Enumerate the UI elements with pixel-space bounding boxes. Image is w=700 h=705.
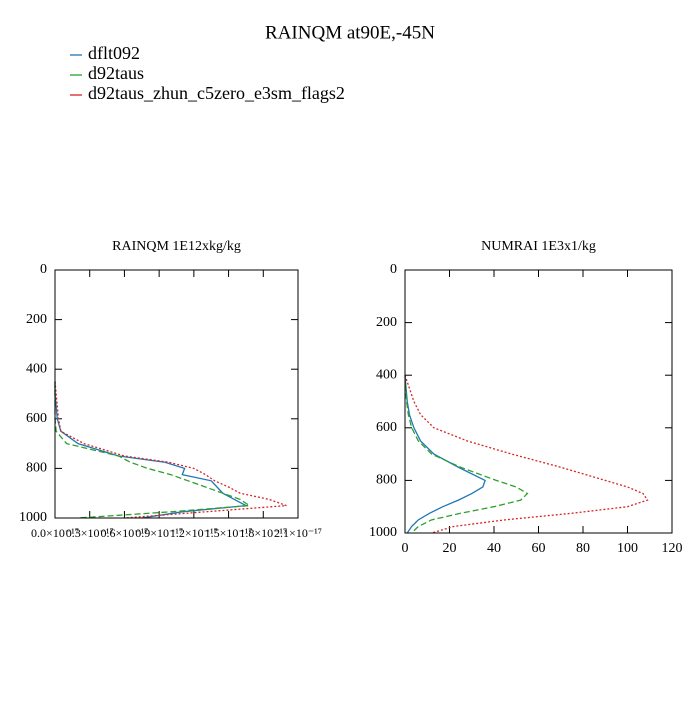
legend-label: dflt092: [88, 43, 140, 63]
y-tick-label: 800: [376, 473, 397, 488]
x-tick-label: 80: [576, 541, 590, 556]
y-tick-label: 1000: [369, 525, 397, 540]
y-tick-label: 200: [376, 315, 397, 330]
y-tick-label: 200: [26, 312, 47, 327]
y-tick-label: 400: [26, 361, 47, 376]
legend-label: d92taus: [88, 63, 144, 83]
chart-title: NUMRAI 1E3x1/kg: [481, 239, 596, 254]
profile-line: [54, 381, 249, 519]
x-tick-label: 20: [443, 541, 457, 556]
legend-label: d92taus_zhun_c5zero_e3sm_flags2: [88, 83, 345, 103]
x-tick-label: 2.1×10⁻¹⁷: [274, 526, 322, 540]
x-tick-label: 0.0×10⁻¹⁷: [31, 526, 79, 540]
x-tick-label: 1.8×10⁻¹⁷: [239, 526, 287, 540]
profile-line: [54, 381, 252, 519]
x-tick-label: 0.3×10⁻¹⁷: [66, 526, 114, 540]
x-tick-label: 120: [662, 541, 683, 556]
x-tick-label: 40: [487, 541, 501, 556]
y-tick-label: 800: [26, 461, 47, 476]
plot-frame: [54, 269, 299, 519]
y-tick-label: 0: [40, 262, 47, 277]
y-tick-label: 600: [376, 420, 397, 435]
plot-frame: [404, 269, 673, 534]
x-tick-label: 100: [617, 541, 638, 556]
x-tick-label: 1.5×10⁻¹⁷: [205, 526, 253, 540]
y-tick-label: 0: [390, 262, 397, 277]
profile-line: [404, 375, 529, 534]
profile-line: [404, 375, 486, 534]
y-tick-label: 1000: [19, 510, 47, 525]
x-tick-label: 0: [402, 541, 409, 556]
x-tick-label: 60: [532, 541, 546, 556]
profile-line: [404, 374, 649, 534]
figure-title: RAINQM at90E,-45N: [265, 22, 435, 43]
chart-title: RAINQM 1E12xkg/kg: [112, 239, 241, 254]
profile-line: [54, 381, 287, 519]
x-tick-label: 0.9×10⁻¹⁷: [135, 526, 183, 540]
y-tick-label: 400: [376, 367, 397, 382]
y-tick-label: 600: [26, 411, 47, 426]
x-tick-label: 1.2×10⁻¹⁷: [170, 526, 218, 540]
x-tick-label: 0.6×10⁻¹⁷: [100, 526, 148, 540]
